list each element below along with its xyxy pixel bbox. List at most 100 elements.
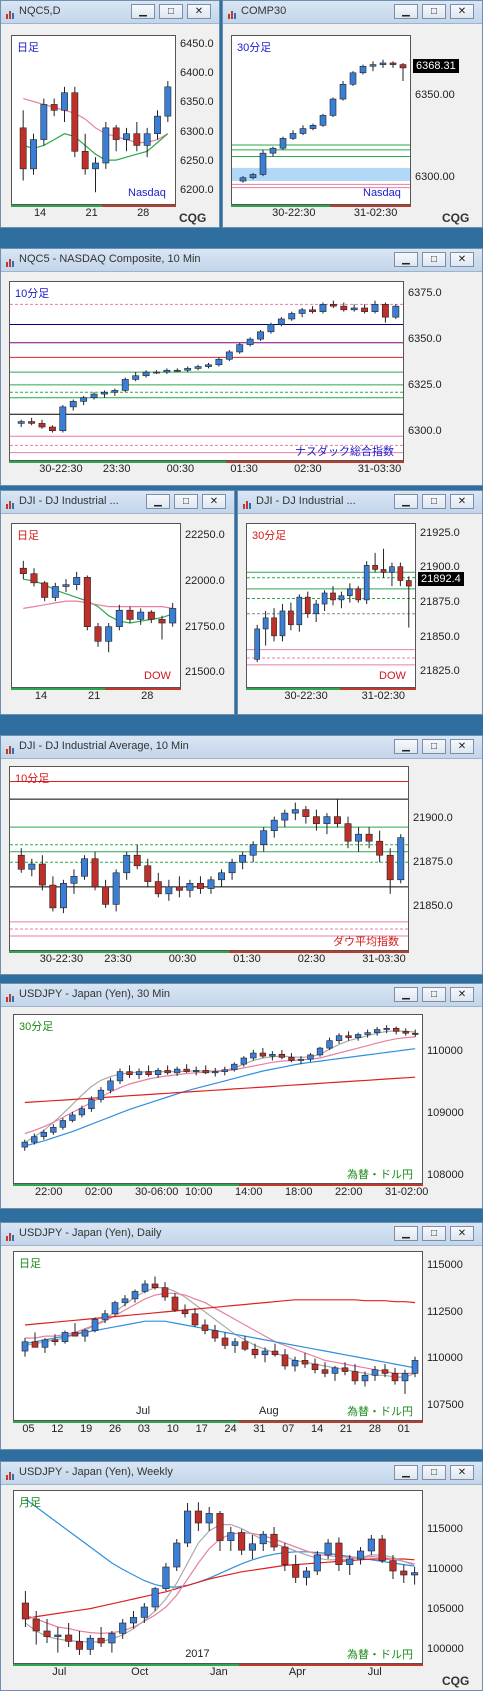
candle [311, 1358, 319, 1374]
candle [381, 1364, 389, 1378]
title-bar[interactable]: NQC5,D ▁ □ ✕ [1, 1, 219, 24]
candle [28, 858, 36, 877]
close-button[interactable]: ✕ [202, 494, 226, 509]
candle [298, 307, 306, 318]
x-tick-label: 21 [339, 1423, 353, 1435]
close-button[interactable]: ✕ [450, 1226, 474, 1241]
x-tick-label: 31-03:30 [362, 953, 406, 965]
chart-plot-area[interactable] [13, 1490, 423, 1664]
chart-plot-area[interactable] [13, 1251, 423, 1421]
restore-button[interactable]: □ [422, 252, 446, 267]
candle [92, 157, 99, 193]
nqc5-10min-window[interactable]: NQC5 - NASDAQ Composite, 10 Min ▁ □ ✕ 10分足 ナス… [0, 248, 483, 486]
minimize-button[interactable]: ▁ [131, 4, 155, 19]
title-bar[interactable]: DJI - DJ Industrial ... ▁ □ ✕ [1, 491, 234, 514]
minimize-button[interactable]: ▁ [394, 494, 418, 509]
candle [142, 370, 150, 378]
y-tick-label: 6350.0 [408, 332, 442, 345]
candle [371, 300, 379, 314]
candle [372, 552, 378, 573]
restore-button[interactable]: □ [422, 4, 446, 19]
restore-button[interactable]: □ [159, 4, 183, 19]
candle [154, 872, 162, 898]
restore-button[interactable]: □ [422, 1226, 446, 1241]
candle [21, 1591, 29, 1627]
chart-plot-area[interactable] [246, 523, 416, 688]
usdjpy-weekly-window[interactable]: USDJPY - Japan (Yen), Weekly ▁ □ ✕ 月足 為替・ドル円 1… [0, 1461, 483, 1691]
candle [289, 130, 297, 141]
restore-button[interactable]: □ [422, 987, 446, 1002]
x-tick-label: 28 [368, 1423, 382, 1435]
restore-button[interactable]: □ [422, 739, 446, 754]
minimize-button[interactable]: ▁ [394, 252, 418, 267]
title-bar[interactable]: USDJPY - Japan (Yen), 30 Min ▁ □ ✕ [1, 984, 482, 1007]
chart-plot-area[interactable] [11, 523, 181, 688]
y-tick-label: 6400.0 [180, 67, 214, 80]
candle [81, 133, 89, 175]
candle [78, 1105, 86, 1118]
candle [321, 1362, 329, 1378]
nqc5-daily-window[interactable]: NQC5,D ▁ □ ✕ 日足 Nasdaq 6450.0 6400.0 6350.0 6300.… [0, 0, 220, 228]
candle [278, 1049, 286, 1060]
candle [212, 1067, 219, 1077]
title-bar[interactable]: DJI - DJ Industrial ... ▁ □ ✕ [238, 491, 482, 514]
restore-button[interactable]: □ [174, 494, 198, 509]
minimize-button[interactable]: ▁ [146, 494, 170, 509]
candle [194, 1502, 202, 1531]
x-tick-label: 30-22:30 [39, 953, 84, 965]
candle [164, 1065, 171, 1075]
window-title: DJI - DJ Industrial ... [19, 495, 119, 507]
title-bar[interactable]: USDJPY - Japan (Yen), Weekly ▁ □ ✕ [1, 1462, 482, 1485]
minimize-button[interactable]: ▁ [394, 4, 418, 19]
dji-30min-window[interactable]: DJI - DJ Industrial ... ▁ □ ✕ 30分足 DOW 21925.0… [237, 490, 483, 715]
chart-plot-area[interactable] [231, 35, 411, 205]
close-button[interactable]: ✕ [187, 4, 211, 19]
candle [302, 1567, 311, 1586]
x-tick-label: 30-22:30 [284, 690, 328, 702]
candle [205, 1507, 213, 1531]
close-button[interactable]: ✕ [450, 1465, 474, 1480]
close-button[interactable]: ✕ [450, 494, 474, 509]
minimize-button[interactable]: ▁ [394, 1226, 418, 1241]
close-button[interactable]: ✕ [450, 252, 474, 267]
chart-plot-area[interactable] [11, 35, 176, 205]
dji-daily-window[interactable]: DJI - DJ Industrial ... ▁ □ ✕ 日足 DOW 22250.0 22… [0, 490, 235, 715]
candle [175, 876, 183, 898]
x-tick-label: 14 [311, 1423, 324, 1435]
minimize-button[interactable]: ▁ [394, 987, 418, 1002]
candle [351, 1364, 359, 1385]
candle [297, 1056, 305, 1065]
candle [302, 806, 310, 824]
close-button[interactable]: ✕ [450, 739, 474, 754]
title-bar[interactable]: DJI - DJ Industrial Average, 10 Min ▁ □ ✕ [1, 736, 482, 759]
candle [401, 1369, 409, 1394]
candle [271, 1343, 279, 1357]
close-button[interactable]: ✕ [450, 987, 474, 1002]
chart-plot-area[interactable] [13, 1014, 423, 1184]
chart-plot-area[interactable] [9, 766, 409, 951]
y-tick-label: 21850.0 [413, 899, 453, 912]
usdjpy-30min-window[interactable]: USDJPY - Japan (Yen), 30 Min ▁ □ ✕ 30分足 為替・ドル… [0, 983, 483, 1209]
title-bar[interactable]: NQC5 - NASDAQ Composite, 10 Min ▁ □ ✕ [1, 249, 482, 272]
restore-button[interactable]: □ [422, 494, 446, 509]
window-title: USDJPY - Japan (Yen), 30 Min [19, 988, 171, 1000]
candle [334, 799, 341, 828]
title-bar[interactable]: USDJPY - Japan (Yen), Daily ▁ □ ✕ [1, 1223, 482, 1246]
candle [28, 417, 36, 426]
minimize-button[interactable]: ▁ [394, 1465, 418, 1480]
candle [151, 1587, 159, 1611]
comp30-window[interactable]: COMP30 ▁ □ ✕ 30分足 Nasdaq 6350.00 6300.00 6368.31… [222, 0, 483, 228]
chart-plot-area[interactable] [9, 281, 404, 461]
close-button[interactable]: ✕ [450, 4, 474, 19]
candle [50, 1124, 57, 1135]
usdjpy-daily-window[interactable]: USDJPY - Japan (Yen), Daily ▁ □ ✕ 日足 為替・ドル円 11… [0, 1222, 483, 1450]
candle [73, 571, 81, 591]
restore-button[interactable]: □ [422, 1465, 446, 1480]
candle [111, 1300, 119, 1316]
title-bar[interactable]: COMP30 ▁ □ ✕ [223, 1, 482, 24]
y-tick-label: 6325.0 [408, 378, 442, 391]
candle [112, 124, 120, 152]
dji-10min-window[interactable]: DJI - DJ Industrial Average, 10 Min ▁ □ ✕ 10… [0, 735, 483, 975]
candle [383, 1025, 390, 1034]
minimize-button[interactable]: ▁ [394, 739, 418, 754]
